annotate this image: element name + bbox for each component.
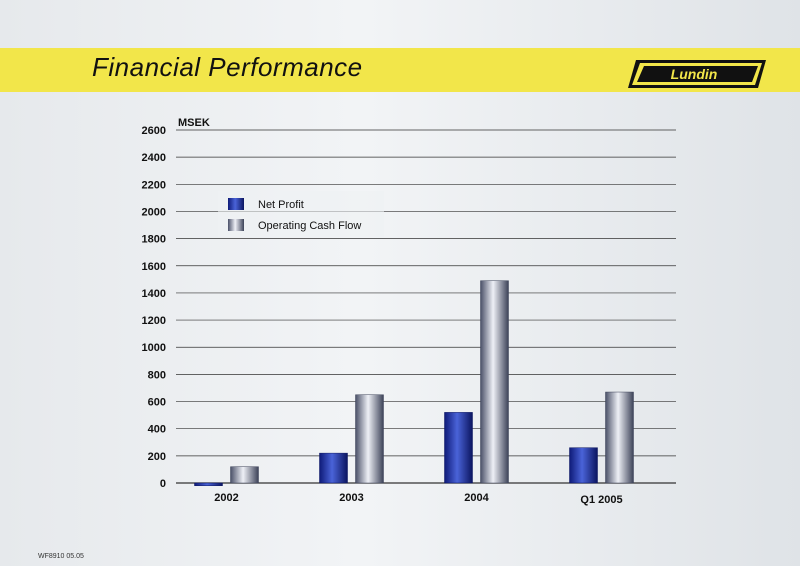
y-tick-label: 2200 [142,179,166,191]
y-axis-unit: MSEK [178,117,210,129]
y-tick-label: 200 [148,451,166,463]
legend-swatch-operating-cash-flow [228,219,244,231]
legend-swatch-net-profit [228,198,244,210]
y-tick-label: 2600 [142,125,166,137]
y-tick-label: 400 [148,424,166,436]
legend-label-operating-cash-flow: Operating Cash Flow [258,220,361,232]
bar-operating-cash-flow-2 [480,280,509,484]
y-tick-label: 600 [148,397,166,409]
bar-net-profit-3 [569,447,598,484]
logo-text: Lundin [671,66,718,82]
lundin-logo: Lundin [628,60,766,88]
y-tick-label: 0 [160,478,166,490]
bar-operating-cash-flow-0 [230,466,259,484]
y-tick-label: 800 [148,369,166,381]
bar-operating-cash-flow-1 [355,394,384,484]
y-tick-label: 2000 [142,206,166,218]
x-category-label: 2002 [214,492,238,504]
x-category-label: 2003 [339,492,363,504]
bar-net-profit-0 [194,482,223,486]
page-title: Financial Performance [92,52,363,82]
legend: Net Profit Operating Cash Flow [218,191,384,237]
x-category-label: Q1 2005 [580,494,622,506]
x-category-label: 2004 [464,492,489,504]
y-tick-label: 1400 [142,288,166,300]
bar-net-profit-2 [444,412,473,484]
y-tick-label: 1800 [142,234,166,246]
y-tick-label: 1200 [142,315,166,327]
bar-operating-cash-flow-3 [605,391,634,484]
footer-code: WF8910 05.05 [38,553,84,560]
y-tick-label: 1600 [142,261,166,273]
legend-label-net-profit: Net Profit [258,199,304,211]
y-tick-label: 2400 [142,152,166,164]
y-tick-label: 1000 [142,342,166,354]
bar-net-profit-1 [319,452,348,484]
